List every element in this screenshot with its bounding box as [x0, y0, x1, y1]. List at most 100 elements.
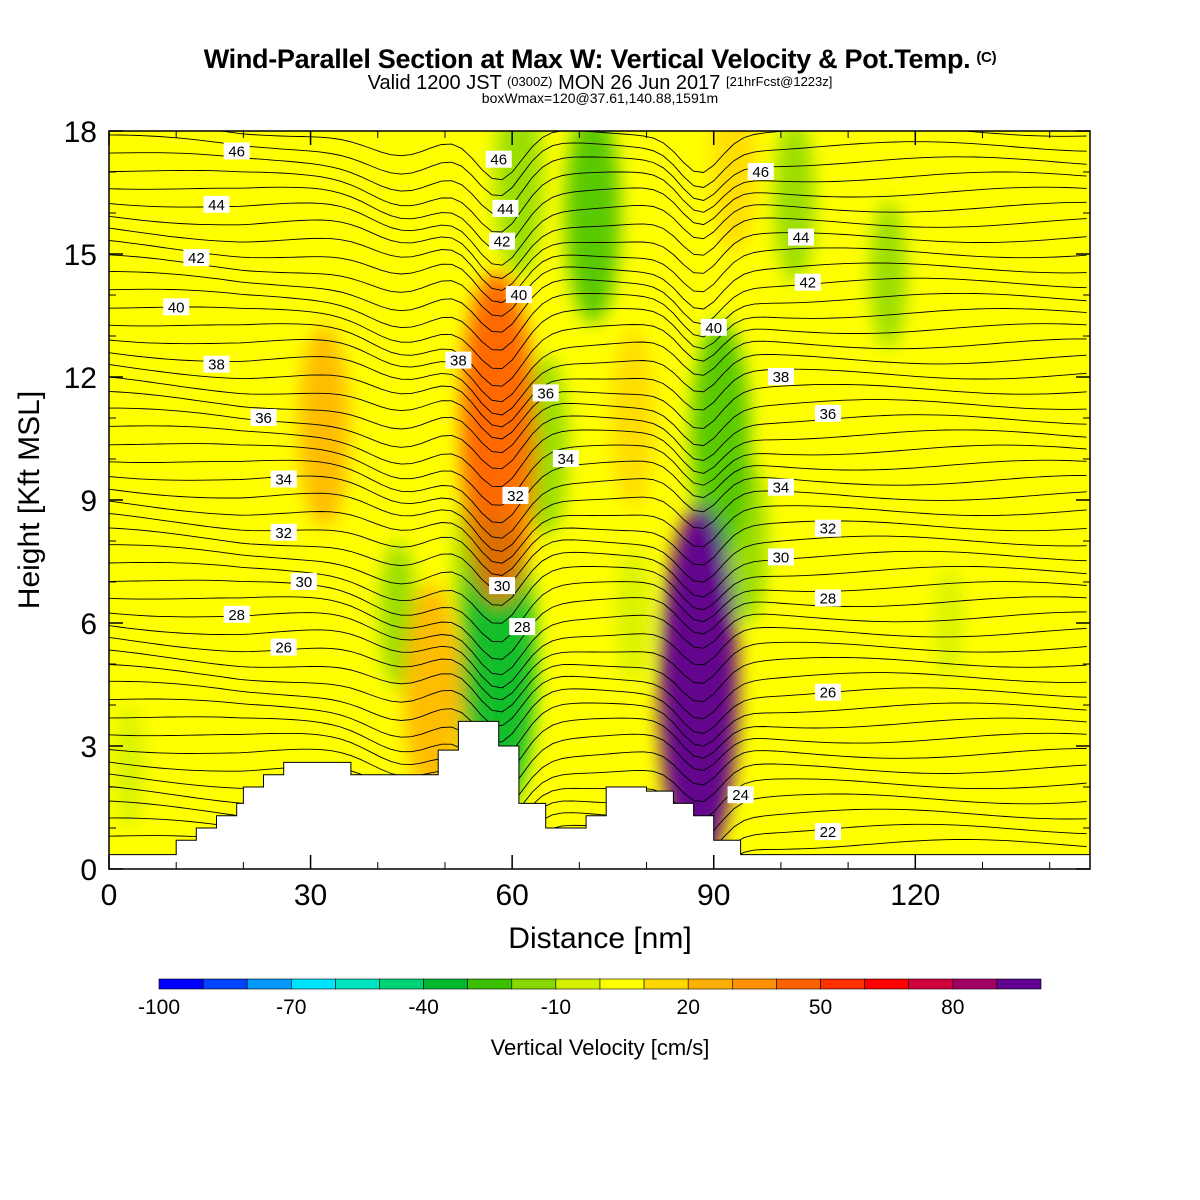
theta-label-bg	[814, 589, 841, 607]
theta-label-text: 38	[450, 353, 467, 370]
theta-label-31: 26	[814, 683, 841, 702]
theta-label-text: 28	[514, 619, 531, 636]
theta-label-12: 44	[492, 199, 519, 218]
theta-contour-labels: 46 44 42 40 38 36 34 32 30 28 26 46 44 42 40 38 36 34 32 30…	[163, 142, 841, 841]
theta-label-bg	[767, 478, 794, 496]
colorbar-swatch-12	[687, 978, 733, 990]
theta-label-bg	[445, 351, 472, 369]
colorbar-swatch-0	[158, 978, 204, 990]
theta-label-bg	[532, 384, 559, 402]
theta-label-text: 44	[497, 201, 514, 218]
theta-label-text: 42	[799, 275, 816, 292]
theta-label-11: 46	[485, 150, 512, 169]
theta-label-10: 26	[270, 638, 297, 657]
theta-contour-38	[109, 254, 1087, 317]
colorbar-swatch-2	[246, 978, 292, 990]
colorbar-tick-label-2: -40	[408, 996, 438, 1019]
theta-label-bg	[552, 450, 579, 467]
theta-label-7: 32	[270, 523, 297, 542]
theta-label-text: 34	[275, 472, 292, 489]
theta-label-bg	[270, 638, 297, 656]
theta-label-bg	[492, 199, 519, 217]
x-tick-label-1: 30	[294, 879, 327, 912]
theta-contour-33	[109, 338, 1087, 403]
colorbar-title: Vertical Velocity [cm/s]	[490, 1035, 710, 1060]
y-tick-label-2: 6	[80, 608, 97, 641]
theta-contour-16	[109, 596, 1087, 660]
theta-contour-19	[109, 544, 1087, 606]
theta-label-bg	[489, 232, 516, 250]
colorbar-tick-label-4: 20	[677, 996, 700, 1019]
ww-feature-5	[616, 546, 651, 683]
theta-label-text: 28	[820, 590, 837, 607]
theta-contour-20	[109, 527, 1087, 590]
colorbar-swatch-4	[335, 978, 380, 990]
colorbar-swatch-10	[599, 978, 645, 990]
colorbar-swatch-18	[952, 978, 998, 990]
theta-label-30: 28	[814, 589, 841, 607]
theta-label-bg	[814, 823, 841, 841]
theta-contour-37	[109, 271, 1087, 333]
boxwmax-line: boxWmax=120@37.61,140.88,1591m	[481, 90, 719, 106]
colorbar-swatch-1	[202, 978, 248, 990]
valid-date: MON 26 Jun 2017	[558, 72, 721, 94]
theta-contour-7	[109, 732, 1087, 797]
theta-contour-25	[109, 459, 1087, 524]
colorbar-tick-label-6: 80	[941, 996, 964, 1019]
theta-contour-43	[109, 186, 1087, 251]
theta-label-bg	[814, 683, 841, 701]
theta-label-bg	[489, 577, 516, 595]
theta-label-bg	[223, 142, 250, 160]
theta-label-bg	[788, 228, 815, 246]
theta-label-19: 30	[489, 577, 516, 595]
theta-label-23: 42	[794, 273, 821, 292]
valid-time-line: Valid 1200 JST (0300Z) MON 26 Jun 2017 […	[0, 72, 1200, 93]
ww-feature-11	[610, 327, 656, 509]
theta-label-text: 42	[494, 234, 511, 251]
colorbar-swatch-16	[864, 978, 909, 990]
ww-feature-19	[565, 131, 621, 323]
theta-contour-34	[109, 323, 1087, 387]
y-tick-label-6: 18	[64, 116, 97, 149]
theta-contour-39	[109, 240, 1087, 303]
y-tick-label-4: 12	[64, 362, 97, 395]
valid-prefix: Valid 1200 JST	[367, 72, 502, 94]
ww-feature-10	[773, 131, 815, 283]
terrain	[108, 720, 1091, 870]
theta-contour-30	[109, 376, 1087, 440]
colorbar-tick-label-5: 50	[809, 996, 832, 1019]
theta-label-bg	[509, 618, 536, 636]
theta-label-text: 44	[793, 230, 810, 247]
theta-label-bg	[203, 195, 230, 213]
theta-contour-6	[109, 748, 1087, 812]
ww-feature-18	[404, 582, 460, 803]
theta-label-text: 38	[208, 357, 225, 374]
theta-label-6: 34	[270, 470, 297, 489]
ww-feature-12	[711, 131, 757, 255]
ww-feature-3	[113, 704, 145, 829]
x-tick-label-2: 60	[495, 879, 528, 912]
theta-contour-5	[109, 761, 1087, 825]
theta-label-text: 28	[228, 607, 245, 624]
theta-contour-23	[109, 488, 1087, 552]
colorbar-tick-label-3: -10	[541, 996, 571, 1019]
theta-label-bg	[814, 519, 841, 537]
theta-label-text: 32	[275, 525, 292, 542]
theta-label-bg	[290, 573, 317, 590]
forecast-info: [21hrFcst@1223z]	[725, 74, 833, 89]
theta-label-8: 30	[290, 573, 317, 591]
theta-label-text: 26	[820, 685, 837, 702]
theta-label-bg	[250, 409, 277, 426]
chart-title: Wind-Parallel Section at Max W: Vertical…	[0, 44, 1200, 75]
theta-label-text: 46	[490, 152, 507, 169]
theta-label-bg	[183, 249, 210, 267]
theta-label-text: 36	[255, 410, 272, 427]
colorbar-swatch-19	[996, 978, 1042, 990]
theta-label-bg	[767, 368, 794, 385]
theta-contour-46	[109, 134, 1087, 197]
theta-label-text: 34	[558, 451, 575, 468]
theta-contour-26	[109, 443, 1087, 506]
theta-label-text: 38	[773, 369, 790, 386]
y-tick-label-5: 15	[64, 239, 97, 272]
